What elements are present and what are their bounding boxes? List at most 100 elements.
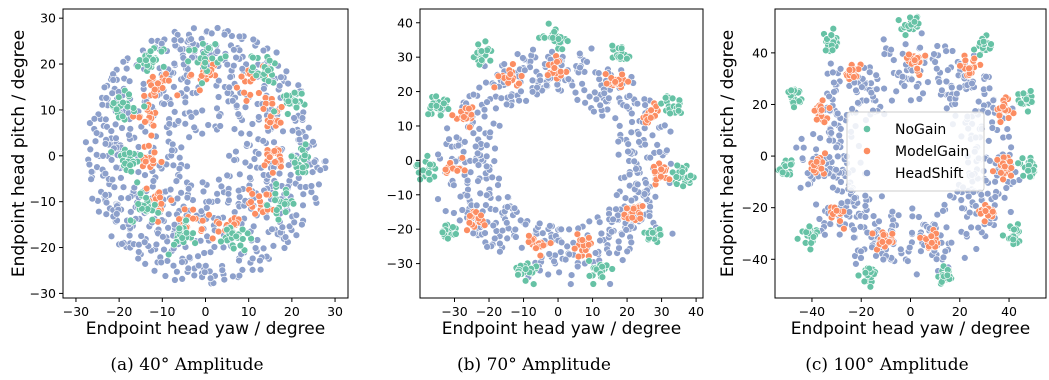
point-headshift [917, 29, 926, 37]
point-headshift [450, 181, 458, 189]
y-tick-label: 0 [760, 149, 768, 164]
point-modelgain [996, 118, 1005, 126]
point-nogain [115, 93, 123, 101]
point-nogain [550, 28, 558, 36]
point-nogain [221, 52, 230, 60]
point-headshift [223, 171, 231, 180]
point-modelgain [209, 234, 217, 243]
point-headshift [217, 182, 226, 191]
point-headshift [605, 249, 613, 257]
legend-box [846, 111, 985, 192]
subplot-caption: (a) 40° Amplitude [110, 355, 263, 375]
point-nogain [861, 269, 870, 277]
point-nogain [910, 18, 919, 26]
point-headshift [474, 149, 482, 158]
point-modelgain [460, 113, 468, 121]
point-headshift [942, 77, 951, 86]
point-headshift [932, 255, 941, 263]
point-modelgain [913, 64, 921, 73]
point-headshift [627, 196, 636, 205]
point-nogain [182, 216, 190, 225]
point-headshift [216, 122, 224, 130]
point-headshift [578, 80, 586, 88]
point-headshift [137, 232, 145, 240]
point-nogain [1009, 235, 1017, 244]
point-headshift [277, 73, 285, 81]
point-modelgain [665, 175, 673, 184]
point-headshift [915, 213, 923, 221]
point-nogain [247, 235, 255, 243]
point-headshift [213, 197, 222, 205]
point-headshift [576, 49, 584, 58]
point-headshift [873, 85, 881, 93]
point-headshift [268, 225, 276, 233]
point-modelgain [832, 207, 841, 215]
y-axis-ticks: −30 −20 −10 0 10 20 30 [30, 11, 63, 301]
point-nogain [829, 25, 837, 33]
x-tick-label: −30 [441, 304, 467, 319]
point-headshift [596, 236, 604, 245]
point-headshift [1007, 143, 1015, 152]
point-headshift [170, 59, 179, 68]
point-headshift [887, 45, 895, 54]
point-headshift [862, 96, 871, 105]
point-nogain [129, 104, 138, 112]
point-modelgain [175, 215, 183, 223]
point-headshift [982, 72, 990, 81]
point-modelgain [570, 244, 579, 253]
point-headshift [235, 256, 243, 265]
point-headshift [139, 80, 148, 88]
point-nogain [828, 46, 837, 54]
point-nogain [1026, 173, 1034, 181]
point-headshift [591, 249, 600, 257]
point-headshift [122, 64, 131, 73]
point-nogain [249, 63, 257, 72]
point-headshift [170, 36, 179, 44]
point-headshift [299, 190, 307, 198]
point-headshift [939, 207, 947, 215]
point-headshift [256, 256, 264, 265]
point-headshift [615, 122, 624, 130]
y-tick-label: 40 [397, 15, 413, 30]
point-headshift [185, 253, 194, 261]
point-headshift [614, 151, 623, 159]
point-nogain [134, 200, 142, 208]
point-headshift [931, 58, 939, 66]
point-nogain [148, 216, 157, 224]
point-modelgain [490, 83, 499, 92]
point-headshift [576, 63, 584, 72]
point-modelgain [142, 157, 150, 166]
point-nogain [1010, 225, 1018, 234]
point-headshift [507, 92, 515, 100]
point-nogain [238, 225, 247, 234]
point-headshift [826, 220, 834, 228]
point-modelgain [573, 230, 582, 238]
point-nogain [478, 56, 486, 64]
point-headshift [178, 275, 186, 283]
point-headshift [821, 231, 829, 239]
point-headshift [248, 120, 257, 128]
point-headshift [210, 243, 219, 251]
point-headshift [284, 79, 292, 88]
point-headshift [843, 198, 852, 206]
point-modelgain [888, 230, 896, 238]
point-headshift [250, 155, 259, 163]
point-nogain [598, 273, 607, 281]
point-headshift [190, 271, 199, 280]
point-headshift [259, 244, 268, 253]
point-headshift [623, 247, 631, 256]
point-headshift [295, 129, 303, 137]
point-modelgain [181, 205, 189, 214]
point-headshift [827, 129, 835, 137]
point-nogain [661, 94, 670, 102]
point-headshift [95, 208, 103, 216]
point-headshift [984, 108, 992, 117]
point-headshift [102, 94, 110, 102]
point-nogain [125, 90, 133, 99]
point-modelgain [584, 241, 593, 249]
point-nogain [263, 201, 271, 209]
point-headshift [206, 274, 215, 282]
point-headshift [495, 122, 504, 130]
point-modelgain [157, 200, 166, 208]
point-headshift [270, 138, 278, 146]
